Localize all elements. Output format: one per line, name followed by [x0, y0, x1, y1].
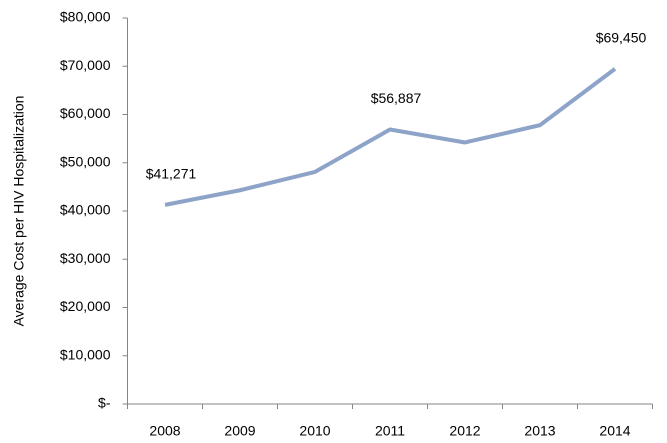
y-tick-label: $70,000: [60, 57, 111, 73]
x-tick-label: 2008: [149, 423, 180, 439]
data-label: $56,887: [371, 90, 422, 106]
x-tick-label: 2011: [375, 423, 405, 439]
y-tick-label: $30,000: [60, 250, 111, 266]
y-tick-label: $10,000: [60, 346, 111, 362]
y-tick-label: $80,000: [60, 9, 111, 25]
y-tick-label: $60,000: [60, 105, 111, 121]
y-tick-label: $40,000: [60, 202, 111, 218]
x-tick-label: 2012: [449, 423, 480, 439]
y-tick-label: $20,000: [60, 298, 111, 314]
y-axis-title: Average Cost per HIV Hospitalization: [11, 96, 27, 327]
x-tick-label: 2013: [524, 423, 555, 439]
x-tick-label: 2014: [599, 423, 630, 439]
x-tick-label: 2010: [299, 423, 330, 439]
line: [164, 67, 617, 207]
data-label: $69,450: [596, 30, 647, 46]
data-label: $41,271: [146, 166, 197, 182]
x-tick-label: 2009: [224, 423, 255, 439]
y-tick-label: $-: [98, 395, 111, 411]
y-tick-label: $50,000: [60, 153, 111, 169]
